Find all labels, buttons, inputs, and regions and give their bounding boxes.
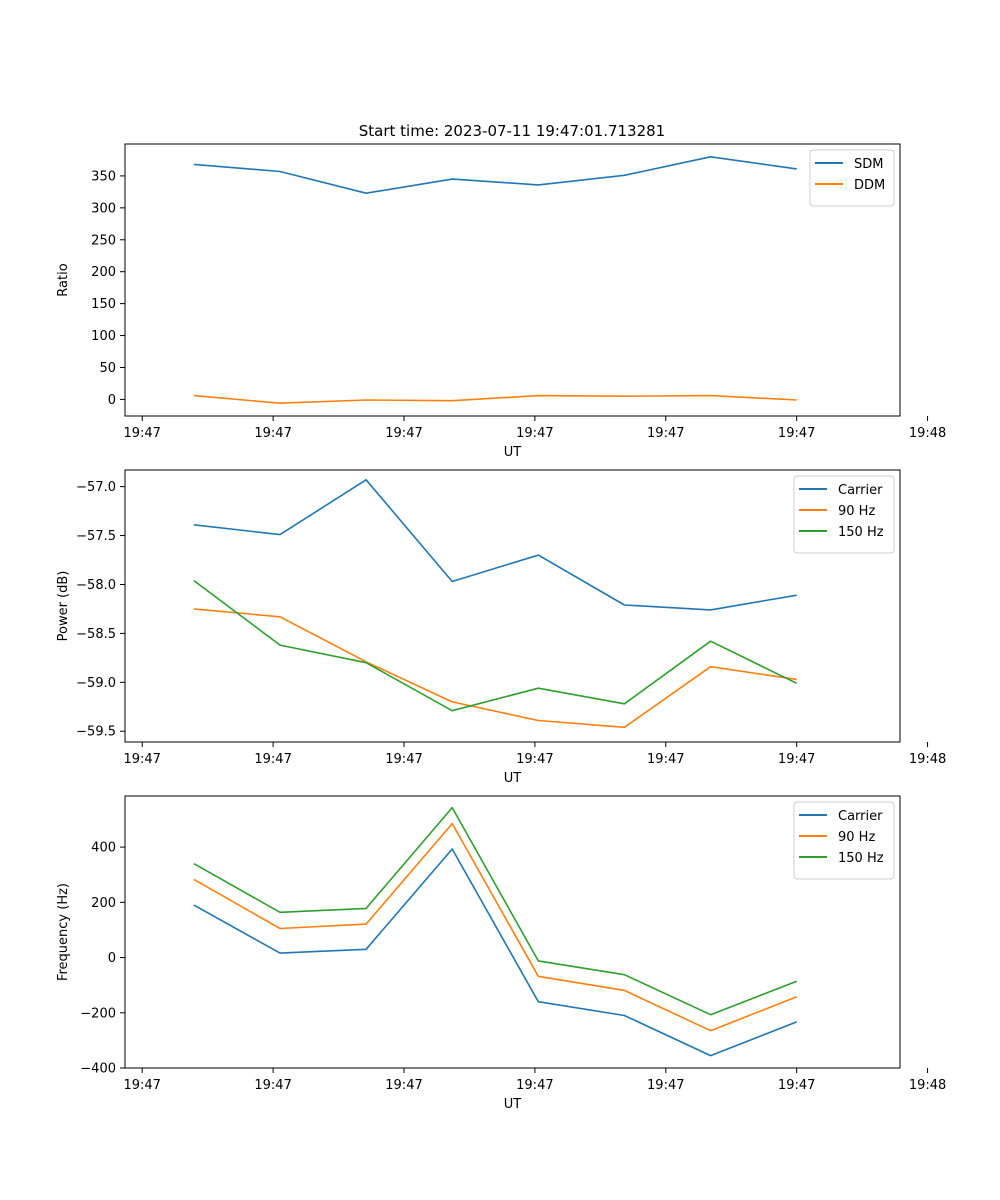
x-tick-label: 19:47 <box>385 426 422 441</box>
legend-box <box>793 801 895 880</box>
y-tick-label: 350 <box>91 169 116 184</box>
y-tick-label: 0 <box>108 393 116 408</box>
legend: SDM DDM <box>809 149 895 207</box>
x-tick-label: 19:47 <box>516 426 553 441</box>
panels: 19:47 19:47 19:47 19:47 19:47 19:47 19:48 0 50 10… <box>56 143 946 1112</box>
y-tick-label: 150 <box>91 297 116 312</box>
plot-frame <box>124 795 901 1069</box>
y-tick-label: −58.0 <box>76 578 116 593</box>
panel-2: 19:47 19:47 19:47 19:47 19:47 19:47 19:48 −59.5… <box>56 469 946 786</box>
x-axis-label: UT <box>504 1097 522 1112</box>
legend-label: 150 Hz <box>838 851 884 866</box>
legend-label: Carrier <box>838 809 883 824</box>
legend: Carrier 90 Hz 150 Hz <box>793 475 895 554</box>
y-tick-label: −57.0 <box>76 480 116 495</box>
x-tick-label: 19:48 <box>909 752 946 767</box>
series-line-ddm <box>193 394 797 405</box>
y-axis-label: Frequency (Hz) <box>56 883 71 981</box>
y-tick-label: 400 <box>91 841 116 856</box>
panel-1: 19:47 19:47 19:47 19:47 19:47 19:47 19:48 0 50 10… <box>56 143 946 460</box>
series-line-sdm <box>193 156 797 194</box>
y-axis-label: Ratio <box>56 263 71 296</box>
y-tick-label: −58.5 <box>76 627 116 642</box>
x-tick-label: 19:47 <box>123 1078 160 1093</box>
legend-label: 90 Hz <box>838 504 875 519</box>
x-tick-label: 19:47 <box>123 426 160 441</box>
series-line-150-hz <box>193 579 798 712</box>
x-tick-label: 19:47 <box>385 1078 422 1093</box>
legend-label: Carrier <box>838 483 883 498</box>
y-tick-label: −59.5 <box>76 725 116 740</box>
y-tick-label: 200 <box>91 896 116 911</box>
x-tick-label: 19:47 <box>254 752 291 767</box>
y-tick-label: 0 <box>108 951 116 966</box>
legend-label: DDM <box>854 178 885 193</box>
x-tick-label: 19:47 <box>254 1078 291 1093</box>
x-tick-label: 19:47 <box>778 426 815 441</box>
x-tick-label: 19:47 <box>778 1078 815 1093</box>
legend: Carrier 90 Hz 150 Hz <box>793 801 895 880</box>
plot-frame <box>124 469 901 743</box>
figure-title: Start time: 2023-07-11 19:47:01.713281 <box>359 122 665 140</box>
x-tick-label: 19:47 <box>385 752 422 767</box>
y-tick-label: −400 <box>80 1062 116 1077</box>
series-line-90-hz <box>193 822 797 1032</box>
x-tick-label: 19:47 <box>254 426 291 441</box>
series-line-carrier <box>193 848 797 1057</box>
x-tick-label: 19:47 <box>516 1078 553 1093</box>
y-tick-label: 100 <box>91 329 116 344</box>
x-tick-label: 19:47 <box>647 426 684 441</box>
y-tick-label: −200 <box>80 1006 116 1021</box>
x-axis-label: UT <box>504 771 522 786</box>
x-tick-label: 19:47 <box>647 752 684 767</box>
series-line-carrier <box>193 478 797 611</box>
x-tick-label: 19:47 <box>778 752 815 767</box>
x-tick-label: 19:47 <box>516 752 553 767</box>
y-tick-label: 250 <box>91 233 116 248</box>
legend-label: 90 Hz <box>838 830 875 845</box>
plot-frame <box>124 143 901 417</box>
x-axis-label: UT <box>504 445 522 460</box>
x-tick-label: 19:47 <box>647 1078 684 1093</box>
legend-label: SDM <box>854 157 883 172</box>
series-line-150-hz <box>193 806 797 1016</box>
x-tick-label: 19:48 <box>909 1078 946 1093</box>
legend-label: 150 Hz <box>838 525 884 540</box>
y-axis-label: Power (dB) <box>56 571 71 642</box>
y-tick-label: −59.0 <box>76 676 116 691</box>
y-tick-label: 300 <box>91 201 116 216</box>
panel-3: 19:47 19:47 19:47 19:47 19:47 19:47 19:48 −400 −… <box>56 795 946 1112</box>
y-tick-label: −57.5 <box>76 529 116 544</box>
legend-box <box>793 475 895 554</box>
y-tick-label: 200 <box>91 265 116 280</box>
x-tick-label: 19:47 <box>123 752 160 767</box>
series-line-90-hz <box>193 608 797 729</box>
x-tick-label: 19:48 <box>909 426 946 441</box>
y-tick-label: 50 <box>99 361 116 376</box>
